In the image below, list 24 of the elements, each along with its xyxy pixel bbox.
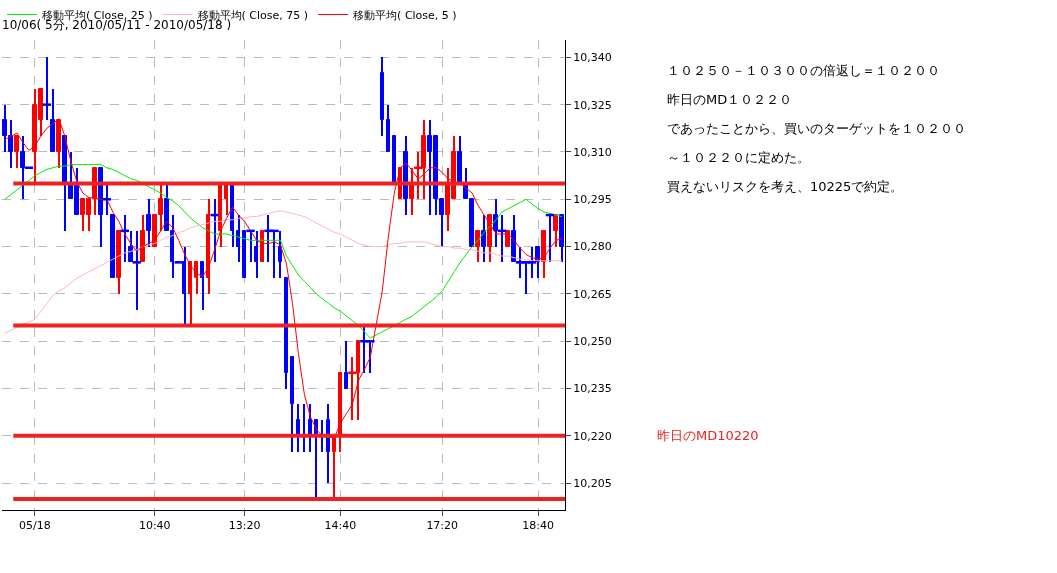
x-tick-label: 17:20 bbox=[426, 519, 459, 533]
legend-label: 移動平均( Close, 5 ) bbox=[353, 8, 457, 22]
x-tick-label: 14:40 bbox=[324, 519, 357, 533]
text: 昨日のMD１０２２０ bbox=[667, 92, 793, 107]
x-tick-label: 13:20 bbox=[228, 519, 261, 533]
text: １０２５０－１０３００の倍返し＝１０２００ bbox=[667, 63, 940, 78]
y-tick-label: 10,250 bbox=[573, 335, 612, 349]
text: ～１０２２０に定めた。 bbox=[667, 150, 810, 165]
y-tick-label: 10,310 bbox=[573, 145, 612, 159]
y-tick-label: 10,295 bbox=[573, 193, 612, 207]
x-tick-label: 18:40 bbox=[522, 519, 554, 533]
ref-line-label: 昨日のMD10220 bbox=[657, 428, 759, 443]
text: 買えないリスクを考え、10225で約定。 bbox=[667, 179, 904, 194]
y-tick-label: 10,235 bbox=[573, 382, 612, 396]
line-series bbox=[4, 210, 563, 334]
x-tick-label: 10:40 bbox=[138, 519, 171, 533]
y-tick-label: 10,340 bbox=[573, 51, 612, 65]
y-tick-label: 10,280 bbox=[573, 240, 612, 254]
x-tick-label: 05/18 bbox=[19, 519, 51, 533]
text: であったことから、買いのターゲットを１０２００ bbox=[667, 121, 966, 136]
y-tick-label: 10,325 bbox=[573, 98, 612, 112]
y-tick-label: 10,205 bbox=[573, 477, 612, 491]
y-tick-label: 10,220 bbox=[573, 429, 612, 443]
y-tick-label: 10,265 bbox=[573, 287, 612, 301]
